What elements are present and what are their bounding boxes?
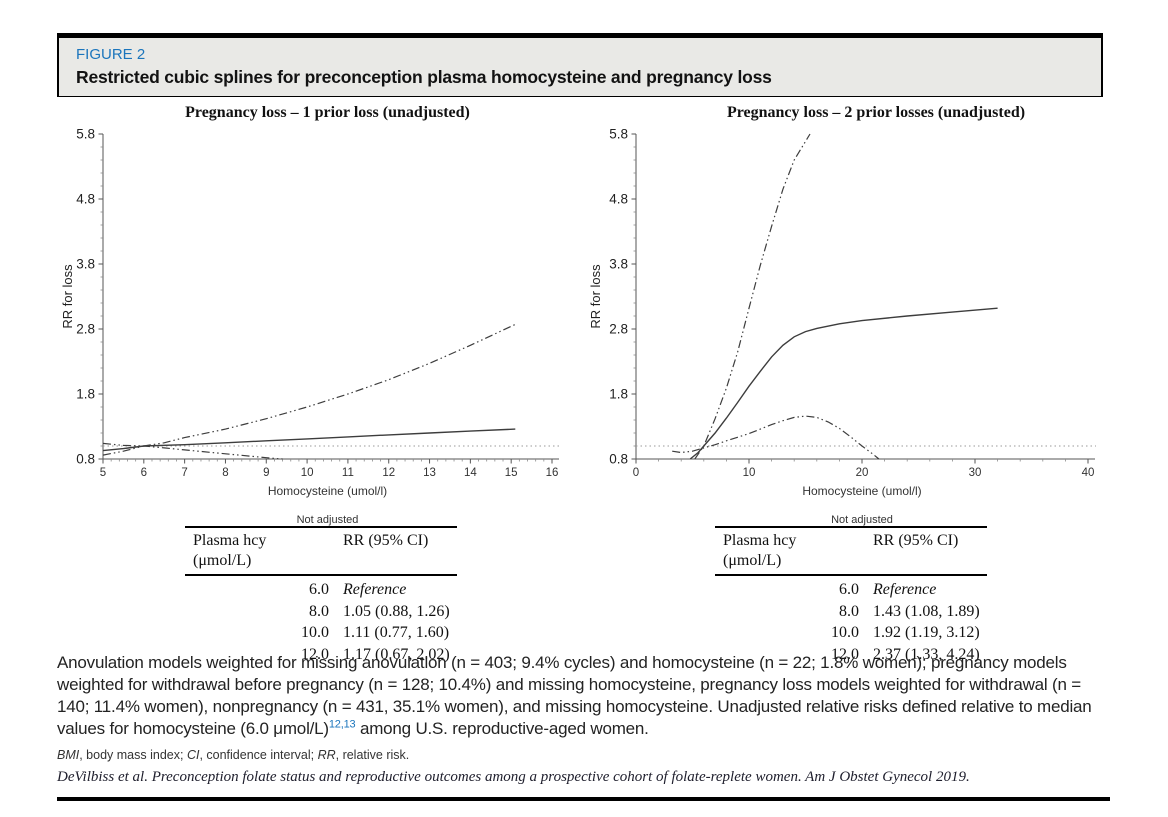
svg-text:12: 12 bbox=[382, 467, 395, 479]
svg-text:5.8: 5.8 bbox=[76, 127, 95, 142]
svg-text:2.8: 2.8 bbox=[609, 322, 628, 337]
rr-ci-value: 1.11 (0.77, 1.60) bbox=[343, 624, 450, 641]
table-row: 6.0 Reference bbox=[185, 575, 457, 601]
svg-text:5.8: 5.8 bbox=[609, 127, 628, 142]
svg-text:3.8: 3.8 bbox=[609, 257, 628, 272]
plasma-hcy-value: 12.0 bbox=[831, 645, 859, 663]
table2-col1-header-line1: Plasma hcy bbox=[723, 532, 797, 549]
caption-text-after: among U.S. reproductive-aged women. bbox=[355, 719, 649, 738]
chart-canvas-1-prior-loss: 5 6 7 8 9 10 11 12 13 14 15 16 0.8 1.8 2.8 3.8 4.8 5.8 Hom… bbox=[60, 127, 560, 526]
svg-text:16: 16 bbox=[546, 467, 559, 479]
chart-title-2-prior-losses: Pregnancy loss – 2 prior losses (unadjus… bbox=[726, 104, 1026, 121]
rr-ci-value: Reference bbox=[873, 581, 937, 598]
table-row: 10.0 1.11 (0.77, 1.60) bbox=[185, 622, 457, 644]
plasma-hcy-value: 8.0 bbox=[839, 602, 859, 620]
bottom-rule bbox=[57, 797, 1110, 801]
svg-text:6: 6 bbox=[141, 467, 147, 479]
svg-text:40: 40 bbox=[1082, 467, 1095, 479]
rr-ci-value: 1.92 (1.19, 3.12) bbox=[873, 624, 980, 641]
citation: DeVilbiss et al. Preconception folate st… bbox=[57, 769, 970, 785]
svg-text:10: 10 bbox=[301, 467, 314, 479]
svg-text:15: 15 bbox=[505, 467, 518, 479]
table2-col1-header-line2: (μmol/L) bbox=[723, 552, 782, 569]
table1-col2-header: RR (95% CI) bbox=[329, 526, 457, 576]
plasma-hcy-value: 10.0 bbox=[831, 624, 859, 641]
svg-text:Homocysteine (umol/l): Homocysteine (umol/l) bbox=[802, 484, 921, 498]
rr-table-1-prior-loss: Plasma hcy (μmol/L) RR (95% CI) 6.0 Refer… bbox=[185, 526, 457, 665]
chart-canvas-2-prior-losses: 0 10 20 30 40 0.8 1.8 2.8 3.8 4.8 5.8 Homocysteine … bbox=[588, 127, 1096, 526]
table2-col1-header: Plasma hcy (μmol/L) bbox=[715, 526, 859, 576]
svg-text:Not adjusted: Not adjusted bbox=[297, 514, 359, 526]
svg-text:10: 10 bbox=[743, 467, 756, 479]
figure-header: FIGURE 2 Restricted cubic splines for pr… bbox=[57, 33, 1103, 97]
svg-text:9: 9 bbox=[263, 467, 269, 479]
plasma-hcy-value: 10.0 bbox=[301, 624, 329, 641]
abbrev-def-ci: , confidence interval; bbox=[199, 748, 318, 762]
svg-text:Homocysteine (umol/l): Homocysteine (umol/l) bbox=[268, 484, 387, 498]
figure-number-label: FIGURE 2 bbox=[76, 46, 146, 63]
svg-text:Not adjusted: Not adjusted bbox=[831, 514, 893, 526]
svg-text:4.8: 4.8 bbox=[609, 192, 628, 207]
svg-text:5: 5 bbox=[100, 467, 106, 479]
chart-title-1-prior-loss: Pregnancy loss – 1 prior loss (unadjuste… bbox=[185, 104, 470, 121]
svg-text:8: 8 bbox=[222, 467, 228, 479]
abbreviations-note: BMI, body mass index; CI, confidence int… bbox=[57, 748, 409, 762]
abbrev-term-ci: CI bbox=[186, 748, 200, 762]
svg-text:1.8: 1.8 bbox=[76, 387, 95, 402]
rr-table-2-prior-losses: Plasma hcy (μmol/L) RR (95% CI) 6.0 Refer… bbox=[715, 526, 987, 665]
chart-2-prior-losses: Pregnancy loss – 2 prior losses (unadjus… bbox=[585, 104, 1168, 534]
abbrev-def-rr: , relative risk. bbox=[335, 748, 410, 762]
svg-text:1.8: 1.8 bbox=[609, 387, 628, 402]
table-row: 8.0 1.43 (1.08, 1.89) bbox=[715, 601, 987, 623]
svg-text:13: 13 bbox=[423, 467, 436, 479]
plasma-hcy-value: 8.0 bbox=[309, 602, 329, 620]
figure-title: Restricted cubic splines for preconcepti… bbox=[76, 67, 772, 87]
table1-col1-header: Plasma hcy (μmol/L) bbox=[185, 526, 329, 576]
table1-col1-header-line2: (μmol/L) bbox=[193, 552, 252, 569]
plasma-hcy-value: 6.0 bbox=[839, 581, 859, 598]
plasma-hcy-value: 6.0 bbox=[309, 581, 329, 598]
rr-ci-value: 1.05 (0.88, 1.26) bbox=[343, 602, 450, 620]
rr-ci-value: 2.37 (1.33, 4.24) bbox=[873, 645, 980, 663]
svg-text:7: 7 bbox=[181, 467, 187, 479]
svg-text:14: 14 bbox=[464, 467, 477, 479]
svg-text:RR for loss: RR for loss bbox=[60, 264, 75, 329]
table-row: 6.0 Reference bbox=[715, 575, 987, 601]
table2-body: 6.0 Reference 8.0 1.43 (1.08, 1.89) 10.0 1.92… bbox=[715, 575, 987, 665]
svg-text:30: 30 bbox=[969, 467, 982, 479]
table2-col2-header: RR (95% CI) bbox=[859, 526, 987, 576]
svg-text:3.8: 3.8 bbox=[76, 257, 95, 272]
figure-caption: Anovulation models weighted for missing … bbox=[57, 652, 1115, 740]
abbrev-term-bmi: BMI bbox=[57, 748, 80, 762]
chart-1-prior-loss: Pregnancy loss – 1 prior loss (unadjuste… bbox=[57, 104, 587, 534]
rr-ci-value: 1.17 (0.67, 2.02) bbox=[343, 645, 450, 663]
abbrev-def-bmi: , body mass index; bbox=[79, 748, 187, 762]
table-row: 12.0 1.17 (0.67, 2.02) bbox=[185, 644, 457, 666]
table-row: 10.0 1.92 (1.19, 3.12) bbox=[715, 622, 987, 644]
svg-text:0: 0 bbox=[633, 467, 639, 479]
caption-reference-superscript: 12,13 bbox=[328, 718, 356, 731]
svg-text:0.8: 0.8 bbox=[609, 452, 628, 467]
table-row: 8.0 1.05 (0.88, 1.26) bbox=[185, 601, 457, 623]
svg-text:20: 20 bbox=[856, 467, 869, 479]
rr-ci-value: 1.43 (1.08, 1.89) bbox=[873, 602, 980, 620]
abbrev-term-rr: RR bbox=[317, 748, 336, 762]
table-row: 12.0 2.37 (1.33, 4.24) bbox=[715, 644, 987, 666]
plasma-hcy-value: 12.0 bbox=[301, 645, 329, 663]
caption-text-before: Anovulation models weighted for missing … bbox=[57, 653, 1092, 738]
svg-text:4.8: 4.8 bbox=[76, 192, 95, 207]
table1-col1-header-line1: Plasma hcy bbox=[193, 532, 267, 549]
table1-body: 6.0 Reference 8.0 1.05 (0.88, 1.26) 10.0 1.11… bbox=[185, 575, 457, 665]
svg-text:2.8: 2.8 bbox=[76, 322, 95, 337]
rr-ci-value: Reference bbox=[343, 581, 407, 598]
svg-text:11: 11 bbox=[342, 467, 354, 479]
svg-text:RR for loss: RR for loss bbox=[588, 264, 603, 329]
svg-text:0.8: 0.8 bbox=[76, 452, 95, 467]
